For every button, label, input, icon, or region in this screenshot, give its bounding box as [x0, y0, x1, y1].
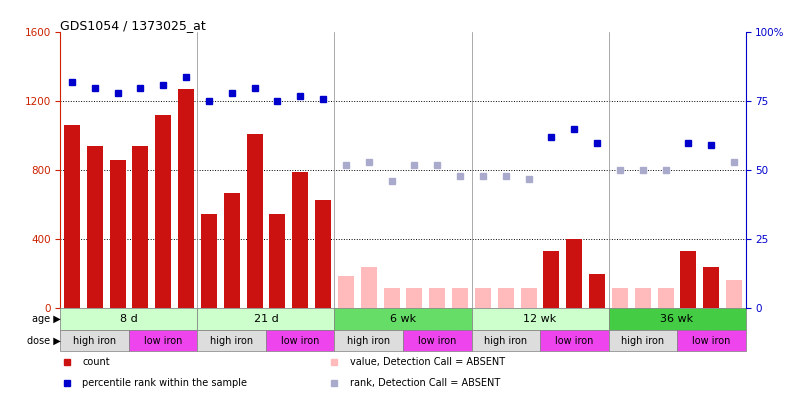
Text: 36 wk: 36 wk [660, 314, 694, 324]
Bar [726, 280, 742, 308]
Bar [612, 288, 628, 308]
Bar [334, 308, 472, 330]
Bar [87, 146, 102, 308]
Text: rank, Detection Call = ABSENT: rank, Detection Call = ABSENT [350, 377, 500, 388]
Bar [472, 308, 609, 330]
Text: age ▶: age ▶ [31, 314, 60, 324]
Bar [224, 193, 239, 308]
Text: percentile rank within the sample: percentile rank within the sample [82, 377, 247, 388]
Text: high iron: high iron [347, 336, 390, 345]
Bar [384, 288, 400, 308]
Bar [475, 288, 491, 308]
Bar [589, 274, 605, 308]
Bar [338, 276, 354, 308]
Text: low iron: low iron [555, 336, 593, 345]
Bar [60, 308, 197, 330]
Bar [430, 288, 445, 308]
Text: high iron: high iron [210, 336, 253, 345]
Bar [197, 330, 266, 352]
Bar [658, 288, 674, 308]
Text: low iron: low iron [144, 336, 182, 345]
Text: high iron: high iron [621, 336, 664, 345]
Bar [406, 288, 422, 308]
Bar [132, 146, 148, 308]
Text: 8 d: 8 d [120, 314, 138, 324]
Bar [704, 267, 719, 308]
Bar [403, 330, 472, 352]
Bar [110, 160, 126, 308]
Bar [156, 115, 171, 308]
Text: count: count [82, 357, 110, 367]
Bar [677, 330, 746, 352]
Bar [201, 214, 217, 308]
Bar [269, 214, 285, 308]
Bar [315, 200, 331, 308]
Text: low iron: low iron [418, 336, 456, 345]
Bar [129, 330, 197, 352]
Bar [60, 330, 129, 352]
Bar [197, 308, 334, 330]
Bar [64, 126, 80, 308]
Bar [334, 330, 403, 352]
Bar [543, 251, 559, 308]
Text: high iron: high iron [73, 336, 116, 345]
Bar [609, 330, 677, 352]
Bar [635, 288, 650, 308]
Text: value, Detection Call = ABSENT: value, Detection Call = ABSENT [350, 357, 505, 367]
Text: low iron: low iron [692, 336, 730, 345]
Text: GDS1054 / 1373025_at: GDS1054 / 1373025_at [60, 19, 206, 32]
Bar [293, 172, 308, 308]
Text: low iron: low iron [281, 336, 319, 345]
Bar [472, 330, 540, 352]
Bar [567, 239, 582, 308]
Text: 21 d: 21 d [254, 314, 278, 324]
Bar [680, 251, 696, 308]
Text: 6 wk: 6 wk [390, 314, 416, 324]
Bar [361, 267, 376, 308]
Bar [521, 288, 537, 308]
Bar [452, 288, 468, 308]
Bar [247, 134, 263, 308]
Bar [609, 308, 746, 330]
Bar [60, 308, 746, 344]
Text: 12 wk: 12 wk [523, 314, 557, 324]
Bar [178, 89, 194, 308]
Bar [498, 288, 513, 308]
Text: high iron: high iron [484, 336, 527, 345]
Text: dose ▶: dose ▶ [27, 336, 60, 345]
Bar [540, 330, 609, 352]
Bar [266, 330, 334, 352]
